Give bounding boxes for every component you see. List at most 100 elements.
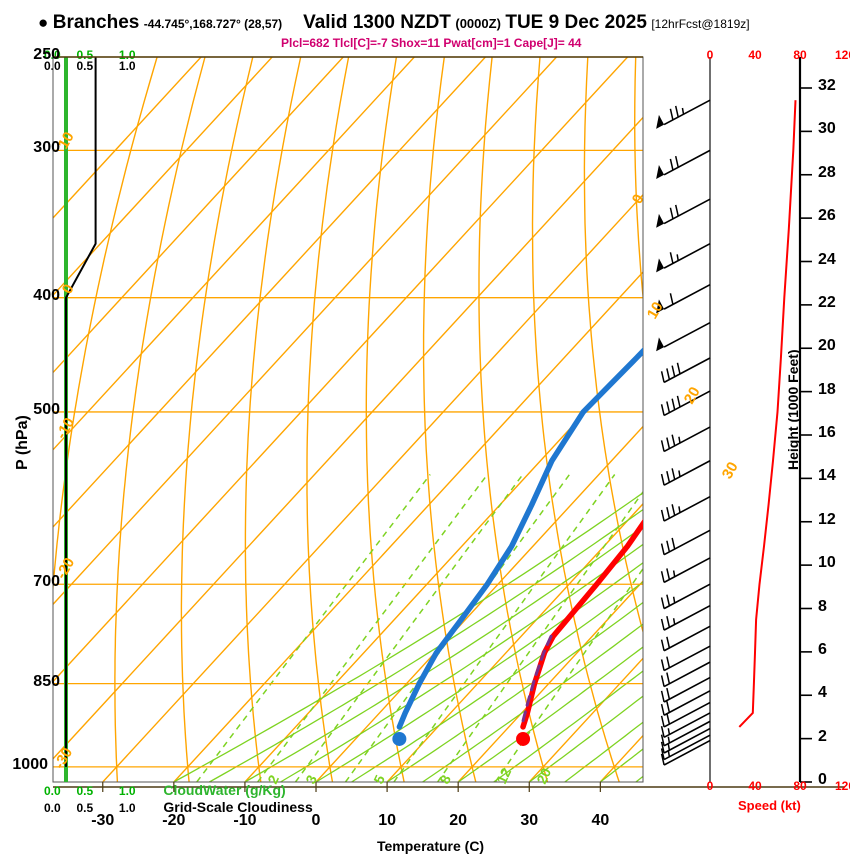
cloudwater-axis-label: CloudWater (g/Kg) [163,782,286,798]
isobar-lines [53,56,643,768]
dry-adiabat-line [244,57,302,782]
speed-tick-label-0: 0 [706,48,714,62]
speed-tick-label-0: 0 [706,779,714,793]
height-tick-label-26: 26 [818,207,836,225]
wind-barb [660,676,711,703]
pressure-tick-label-1000: 1000 [12,755,48,773]
temperature-tick-label--30: -30 [91,812,115,829]
height-tick-label-6: 6 [818,640,827,658]
speed-axis-label: Speed (kt) [738,798,801,813]
wind-barb [656,243,711,273]
grid-label: 0 [629,191,648,207]
isotherm-line [102,193,643,782]
height-tick-label-20: 20 [818,337,836,355]
height-tick-label-24: 24 [818,250,836,268]
temperature-tick-label--20: -20 [162,812,186,829]
height-axis-ticks [800,87,812,783]
wind-barb [656,283,711,314]
dry-adiabat-line [684,57,835,782]
grid-label: 20 [681,384,704,407]
isotherm-line [53,57,629,683]
dewpoint-trace [396,347,643,730]
height-tick-label-4: 4 [818,684,827,702]
grid-label: 30 [719,459,742,482]
pressure-tick-label-300: 300 [33,139,60,157]
moist-adiabat-line [244,525,643,782]
mixing-ratio-line [257,474,488,782]
valid-time-zulu: (0000Z) [455,16,501,31]
mixing-ratio-line [344,474,571,782]
height-tick-label-10: 10 [818,554,836,572]
height-tick-label-2: 2 [818,727,827,745]
pressure-axis-label: P (hPa) [14,415,31,470]
cloudwater-bottom-tick-1: 0.5 [76,784,94,798]
moist-adiabat-line [422,623,643,782]
temperature-tick-label-40: 40 [591,812,610,829]
pressure-tick-label-250: 250 [33,46,60,63]
dry-adiabat-line [422,57,477,782]
cloudwater-tick-1: 0.5 [76,48,94,62]
wind-barb [660,690,711,716]
temperature-tick-label--10: -10 [233,812,257,829]
mixing-ratio-line [294,474,524,782]
grid-label: 10 [55,129,78,152]
moist-adiabat-line [351,581,643,782]
isotherm-line [53,57,202,219]
height-tick-label-30: 30 [818,120,836,138]
grid-label: -30 [51,745,77,772]
wind-barb [660,583,711,610]
wind-barb [660,645,711,672]
wind-speed-profile [738,100,797,728]
valid-time: Valid 1300 NZDT [303,12,451,33]
surface-markers [392,731,531,746]
isotherm-line [53,57,273,297]
mixing-ratio-line [393,474,616,782]
isotherm-line [53,116,643,760]
wind-barb [656,149,711,179]
cloudiness-scale-top: 0.0 0.5 1.0 [44,57,136,75]
grid-label: 5 [370,772,388,786]
wind-barb [660,720,711,747]
grid-label: 12 [493,765,514,786]
wind-barb [660,701,711,728]
moist-adiabat-line [280,543,643,782]
wind-barb [660,557,711,584]
wind-barb [660,529,711,556]
grid-label: 3 [302,772,320,786]
plot-frame [52,56,644,783]
grid-label: 10 [644,299,667,322]
cloudiness-bottom-tick-1: 0.5 [76,801,94,815]
cloudwater-scale-bottom: 0.0 0.5 1.0 CloudWater (g/Kg) [44,782,286,800]
wind-barb [660,712,711,739]
wind-barb [656,198,711,228]
isotherm-line [53,57,486,529]
surface-dewpoint-dot [392,731,407,746]
isotherm-line [244,348,643,782]
cloudwater-bottom-tick-2: 1.0 [118,784,136,798]
isotherm-line [53,57,558,606]
site-name: Branches [52,12,140,33]
moist-adiabat-line [315,562,643,782]
dry-adiabat-line [53,57,158,596]
valid-date: TUE 9 Dec 2025 [505,12,647,33]
cloudiness-tick-2: 1.0 [118,59,136,73]
wind-barb [660,460,711,486]
speed-tick-label-80: 80 [793,779,807,793]
isotherm-line [315,425,643,782]
temperature-tick-label-20: 20 [449,812,468,829]
isotherm-line [528,657,643,782]
cloudiness-tick-1: 0.5 [76,59,94,73]
isotherm-line [599,734,643,782]
site-coordinates: -44.745°,168.727° (28,57) [143,17,283,31]
site-bullet-icon: ● [38,13,49,32]
cloudwater-tick-2: 1.0 [118,48,136,62]
speed-tick-label-120: 120 [834,48,850,62]
cloudwater-tick-0: 0.0 [44,48,61,62]
dry-adiabat-line [114,57,206,782]
dry-adiabat-line [531,57,620,782]
isotherm-line [173,271,643,782]
dry-adiabat-line [583,57,643,635]
cloudiness-line [65,57,97,767]
speed-profile-line [738,100,797,728]
